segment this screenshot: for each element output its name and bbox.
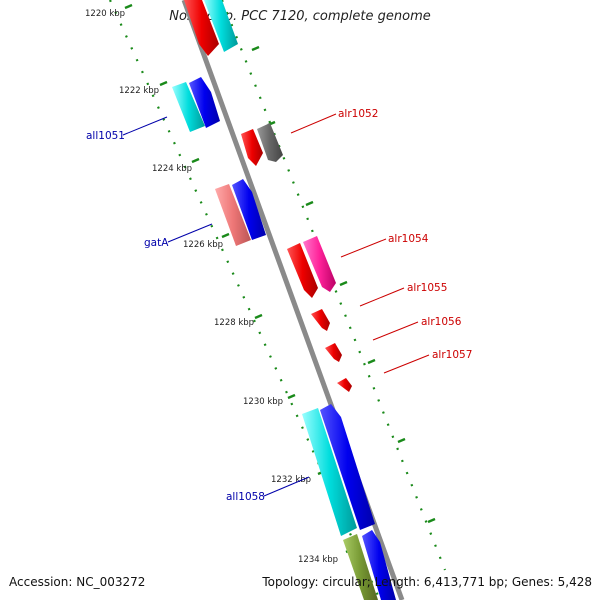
gene-arrow[interactable] <box>343 534 378 600</box>
gene-arrow[interactable] <box>232 179 266 240</box>
gene-label-alr1054[interactable]: alr1054 <box>388 233 429 245</box>
gene-labels: all1051 gatA all1058 alr1052 alr1054 alr… <box>86 108 472 503</box>
major-ticks-right <box>251 45 436 524</box>
gene-arrow[interactable] <box>184 0 219 56</box>
gene-label-all1051[interactable]: all1051 <box>86 130 125 142</box>
kbp-label: 1220 kbp <box>85 9 125 19</box>
gene-arrow[interactable] <box>303 236 336 292</box>
gene-arrow[interactable] <box>302 408 357 536</box>
kbp-label: 1228 kbp <box>214 318 254 328</box>
kbp-label: 1230 kbp <box>243 397 283 407</box>
gene-label-all1058[interactable]: all1058 <box>226 491 265 503</box>
label-leaders <box>122 113 430 497</box>
gene-arrow[interactable] <box>337 378 352 392</box>
gene-label-alr1055[interactable]: alr1055 <box>407 282 447 294</box>
kbp-label: 1224 kbp <box>152 164 192 174</box>
gene-arrow[interactable] <box>257 123 283 162</box>
gene-arrow[interactable] <box>172 82 205 132</box>
gene-arrow[interactable] <box>311 309 330 331</box>
kbp-label: 1234 kbp <box>298 555 338 565</box>
gene-label-alr1056[interactable]: alr1056 <box>421 316 462 328</box>
kbp-label: 1226 kbp <box>183 240 223 250</box>
gene-arrow[interactable] <box>241 129 263 166</box>
gene-blocks <box>172 0 396 600</box>
gene-arrow[interactable] <box>362 530 396 600</box>
kbp-label: 1222 kbp <box>119 86 159 96</box>
kbp-label: 1232 kbp <box>271 475 311 485</box>
gene-arrow[interactable] <box>320 404 375 530</box>
accession-text: Accession: NC_003272 <box>9 575 146 589</box>
gene-label-alr1057[interactable]: alr1057 <box>432 349 472 361</box>
gene-arrow[interactable] <box>189 77 220 128</box>
gene-label-alr1052[interactable]: alr1052 <box>338 108 378 120</box>
gene-arrow[interactable] <box>215 184 251 246</box>
gene-arrow[interactable] <box>204 0 238 52</box>
kbp-labels: 1220 kbp 1222 kbp 1224 kbp 1226 kbp 1228… <box>85 9 338 565</box>
genome-summary-text: Topology: circular; Length: 6,413,771 bp… <box>262 575 592 589</box>
gene-arrow[interactable] <box>287 243 318 298</box>
genome-title: Nostoc sp. PCC 7120, complete genome <box>169 9 431 24</box>
gene-arrow[interactable] <box>325 343 342 362</box>
gene-label-gatA[interactable]: gatA <box>144 237 169 249</box>
